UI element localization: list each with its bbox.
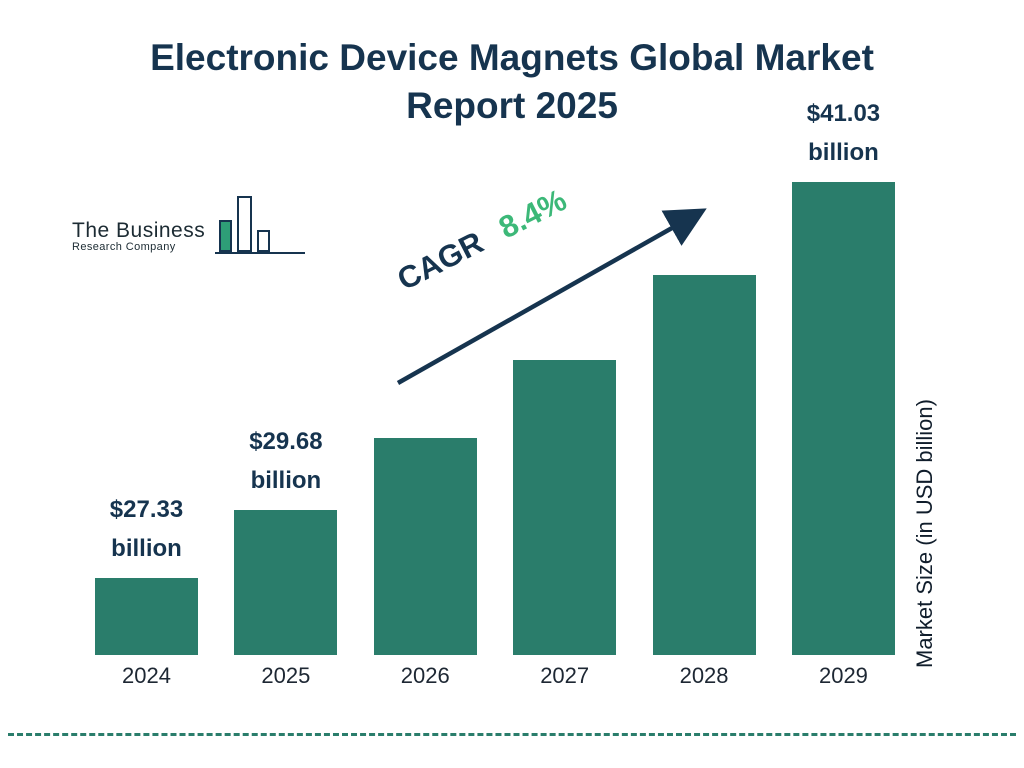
bar-item-2029: $41.03 billion (791, 95, 895, 655)
bar (652, 275, 756, 655)
bar (791, 182, 895, 655)
y-axis-title: Market Size (in USD billion) (912, 399, 937, 668)
bar (513, 360, 617, 655)
bar (373, 438, 477, 655)
bar (95, 578, 198, 655)
bar-chart-logo-icon (215, 190, 306, 254)
company-logo-text: The Business Research Company (72, 220, 205, 254)
logo-name: The Business (72, 219, 206, 243)
bar-item-2025: $29.68 billion (234, 423, 338, 655)
bar-value-label: $27.33 billion (109, 496, 184, 562)
company-logo: The Business Research Company (72, 190, 306, 254)
bar-item-2028 (652, 275, 756, 655)
bar-item-2026 (373, 438, 477, 655)
bottom-dashed-divider (8, 733, 1016, 736)
x-axis-label: 2029 (818, 663, 868, 688)
page-title-line2: Report 2025 (406, 85, 618, 127)
x-axis-label: 2026 (400, 663, 450, 688)
bar-value-label: $29.68 billion (249, 428, 323, 494)
x-axis-label: 2025 (261, 663, 311, 688)
bar-item-2027 (513, 360, 617, 655)
bar-value-label: $41.03 billion (806, 100, 881, 166)
page-title-line1: Electronic Device Magnets Global Market (150, 37, 874, 78)
x-axis-label: 2028 (679, 663, 729, 688)
bar-chart: $27.33 billion $29.68 billion $41.03 billi… (95, 100, 895, 655)
x-axis-label: 2024 (122, 663, 171, 688)
logo-subname: Research Company (72, 241, 176, 254)
bar-item-2024: $27.33 billion (95, 491, 198, 655)
page-title: Electronic Device Magnets Global Market … (0, 34, 1024, 130)
x-axis-label: 2027 (540, 663, 590, 688)
bar (234, 510, 338, 655)
x-axis-labels: 2024 2025 2026 2027 2028 2029 (95, 663, 895, 689)
